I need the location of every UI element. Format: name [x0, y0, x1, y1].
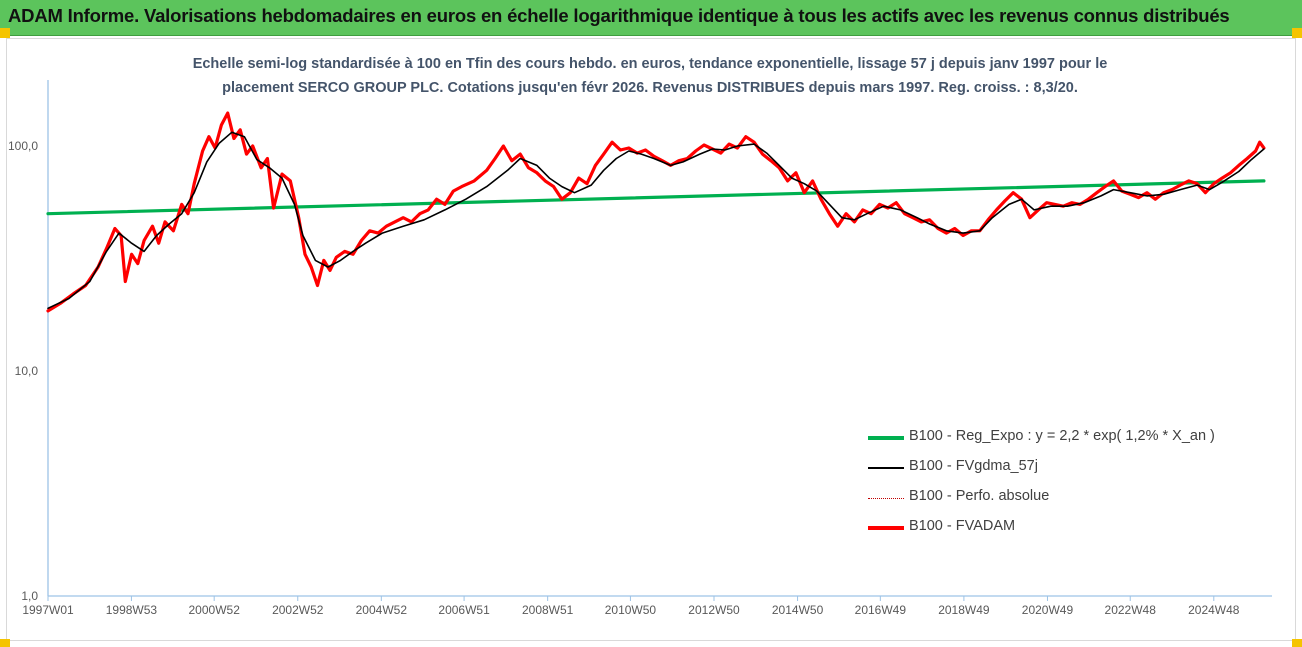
legend-swatch [868, 526, 904, 530]
y-tick-label: 100,0 [8, 139, 38, 153]
series-line-1 [47, 131, 1265, 310]
x-tick-label: 2016W49 [855, 603, 907, 617]
chart-axes: 1,0 10,0 100,0 1997W01 1998W53 2000W52 2002W52… [8, 80, 1272, 617]
chart-series [46, 111, 1266, 313]
legend-swatch [868, 467, 904, 469]
x-tick-label: 2010W50 [605, 603, 657, 617]
x-tick-label: 1997W01 [22, 603, 74, 617]
x-tick-label: 1998W53 [106, 603, 158, 617]
legend-label: B100 - FVgdma_57j [909, 458, 1038, 474]
legend-label: B100 - Perfo. absolue [909, 488, 1050, 504]
corner-marker-left [0, 28, 10, 38]
x-tick-label: 2018W49 [938, 603, 990, 617]
x-tick-label: 2006W51 [438, 603, 490, 617]
x-tick-label: 2020W49 [1022, 603, 1074, 617]
x-tick-label: 2002W52 [272, 603, 324, 617]
x-tick-label: 2022W48 [1105, 603, 1157, 617]
series-line-3 [46, 111, 1266, 313]
series-line-0 [46, 179, 1266, 216]
legend-swatch [868, 498, 904, 499]
corner-marker-bottom-left [0, 639, 10, 647]
y-tick-label: 10,0 [15, 364, 39, 378]
chart-frame [6, 38, 1296, 641]
legend-label: B100 - Reg_Expo : y = 2,2 * exp( 1,2% * … [909, 428, 1215, 444]
x-tick-label: 2014W50 [772, 603, 824, 617]
x-tick-label: 2024W48 [1188, 603, 1240, 617]
page-title: ADAM Informe. Valorisations hebdomadaire… [8, 5, 1230, 26]
corner-marker-right [1292, 28, 1302, 38]
y-tick-label: 1,0 [21, 589, 38, 603]
x-tick-label: 2008W51 [522, 603, 574, 617]
chart-subtitle-line-2: placement SERCO GROUP PLC. Cotations jus… [222, 80, 1078, 96]
legend-swatch [868, 436, 904, 440]
x-tick-label: 2000W52 [189, 603, 241, 617]
legend-label: B100 - FVADAM [909, 518, 1016, 534]
x-tick-label: 2004W52 [356, 603, 408, 617]
corner-marker-bottom-right [1292, 639, 1302, 647]
x-tick-label: 2012W50 [688, 603, 740, 617]
title-banner: ADAM Informe. Valorisations hebdomadaire… [0, 0, 1302, 36]
chart-subtitle-line-1: Echelle semi-log standardisée à 100 en T… [192, 56, 1108, 72]
